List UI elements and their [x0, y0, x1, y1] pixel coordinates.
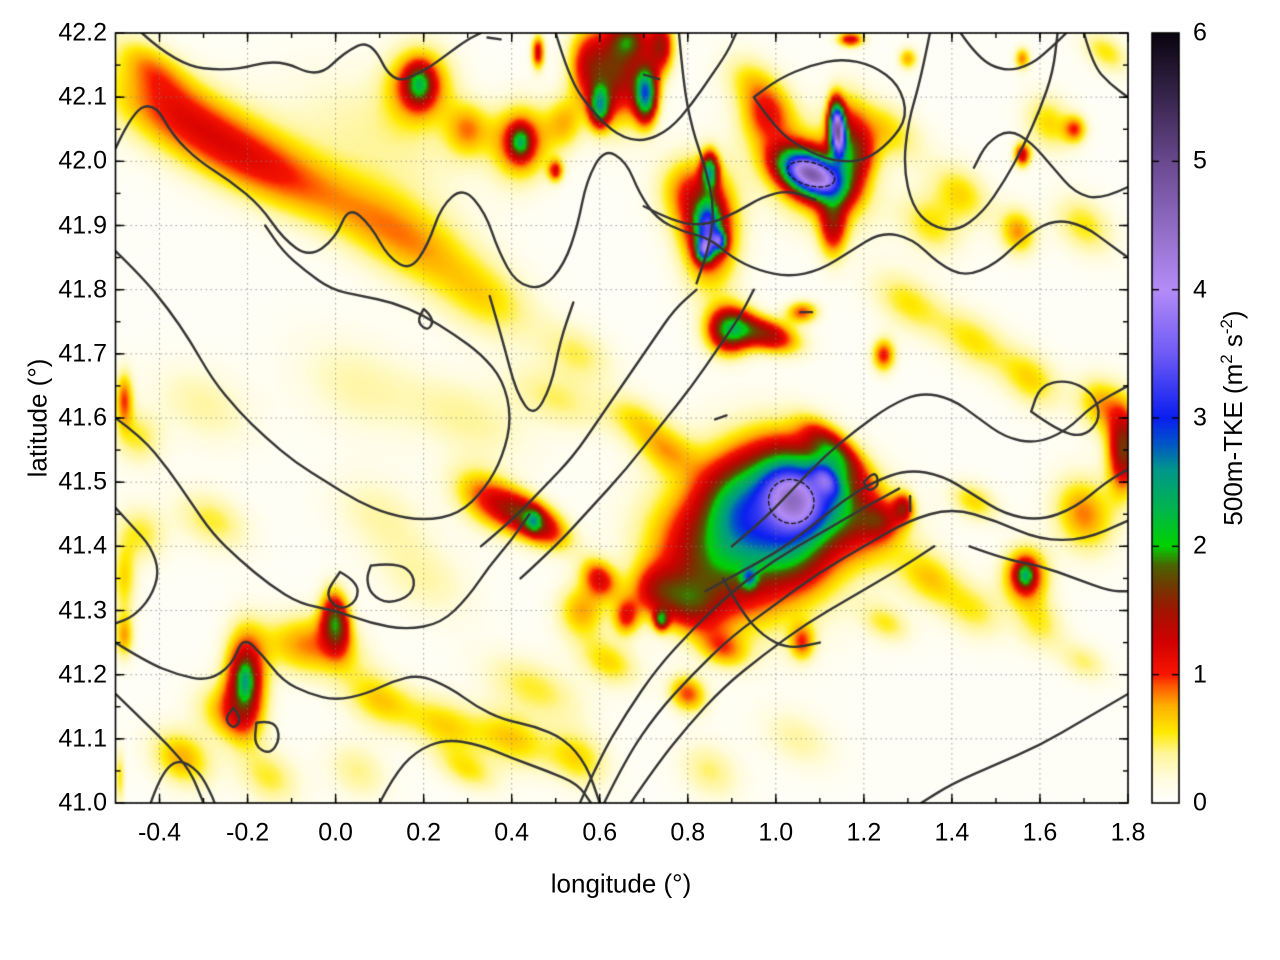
heatmap-canvas: [0, 0, 1280, 960]
figure: longitude (°) latitude (°) 500m-TKE (m2 …: [0, 0, 1280, 960]
